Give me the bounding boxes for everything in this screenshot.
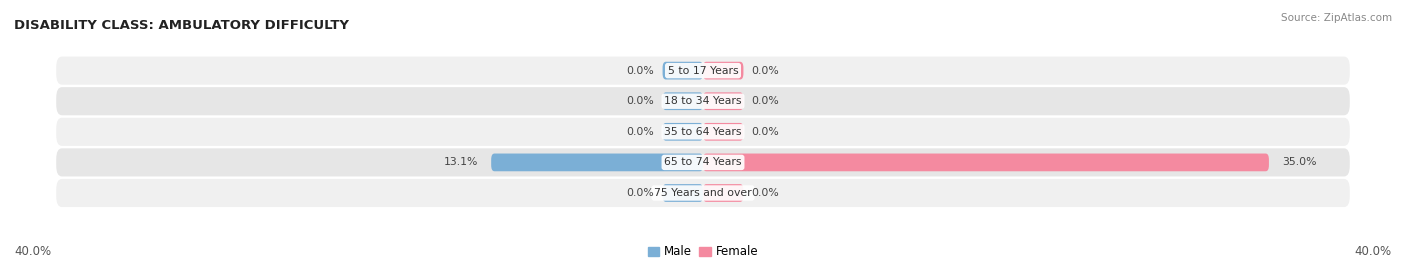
- FancyBboxPatch shape: [703, 62, 744, 80]
- FancyBboxPatch shape: [703, 184, 744, 202]
- Text: Source: ZipAtlas.com: Source: ZipAtlas.com: [1281, 13, 1392, 23]
- Text: 0.0%: 0.0%: [752, 188, 779, 198]
- Text: 5 to 17 Years: 5 to 17 Years: [668, 66, 738, 76]
- FancyBboxPatch shape: [56, 87, 1350, 115]
- FancyBboxPatch shape: [703, 154, 1268, 171]
- Text: 0.0%: 0.0%: [752, 96, 779, 106]
- Text: 40.0%: 40.0%: [1355, 245, 1392, 258]
- FancyBboxPatch shape: [662, 92, 703, 110]
- FancyBboxPatch shape: [662, 123, 703, 141]
- FancyBboxPatch shape: [662, 184, 703, 202]
- Text: 65 to 74 Years: 65 to 74 Years: [664, 157, 742, 167]
- Text: 0.0%: 0.0%: [752, 127, 779, 137]
- FancyBboxPatch shape: [56, 179, 1350, 207]
- FancyBboxPatch shape: [56, 56, 1350, 85]
- Text: 13.1%: 13.1%: [444, 157, 478, 167]
- Legend: Male, Female: Male, Female: [643, 241, 763, 263]
- Text: 75 Years and over: 75 Years and over: [654, 188, 752, 198]
- FancyBboxPatch shape: [662, 62, 703, 80]
- Text: 35 to 64 Years: 35 to 64 Years: [664, 127, 742, 137]
- Text: 0.0%: 0.0%: [627, 66, 654, 76]
- Text: 35.0%: 35.0%: [1282, 157, 1316, 167]
- FancyBboxPatch shape: [491, 154, 703, 171]
- Text: 18 to 34 Years: 18 to 34 Years: [664, 96, 742, 106]
- FancyBboxPatch shape: [56, 148, 1350, 176]
- Text: 0.0%: 0.0%: [627, 127, 654, 137]
- Text: 0.0%: 0.0%: [627, 188, 654, 198]
- Text: 0.0%: 0.0%: [627, 96, 654, 106]
- FancyBboxPatch shape: [703, 123, 744, 141]
- FancyBboxPatch shape: [703, 92, 744, 110]
- Text: 0.0%: 0.0%: [752, 66, 779, 76]
- FancyBboxPatch shape: [56, 118, 1350, 146]
- Text: DISABILITY CLASS: AMBULATORY DIFFICULTY: DISABILITY CLASS: AMBULATORY DIFFICULTY: [14, 19, 349, 32]
- Text: 40.0%: 40.0%: [14, 245, 51, 258]
